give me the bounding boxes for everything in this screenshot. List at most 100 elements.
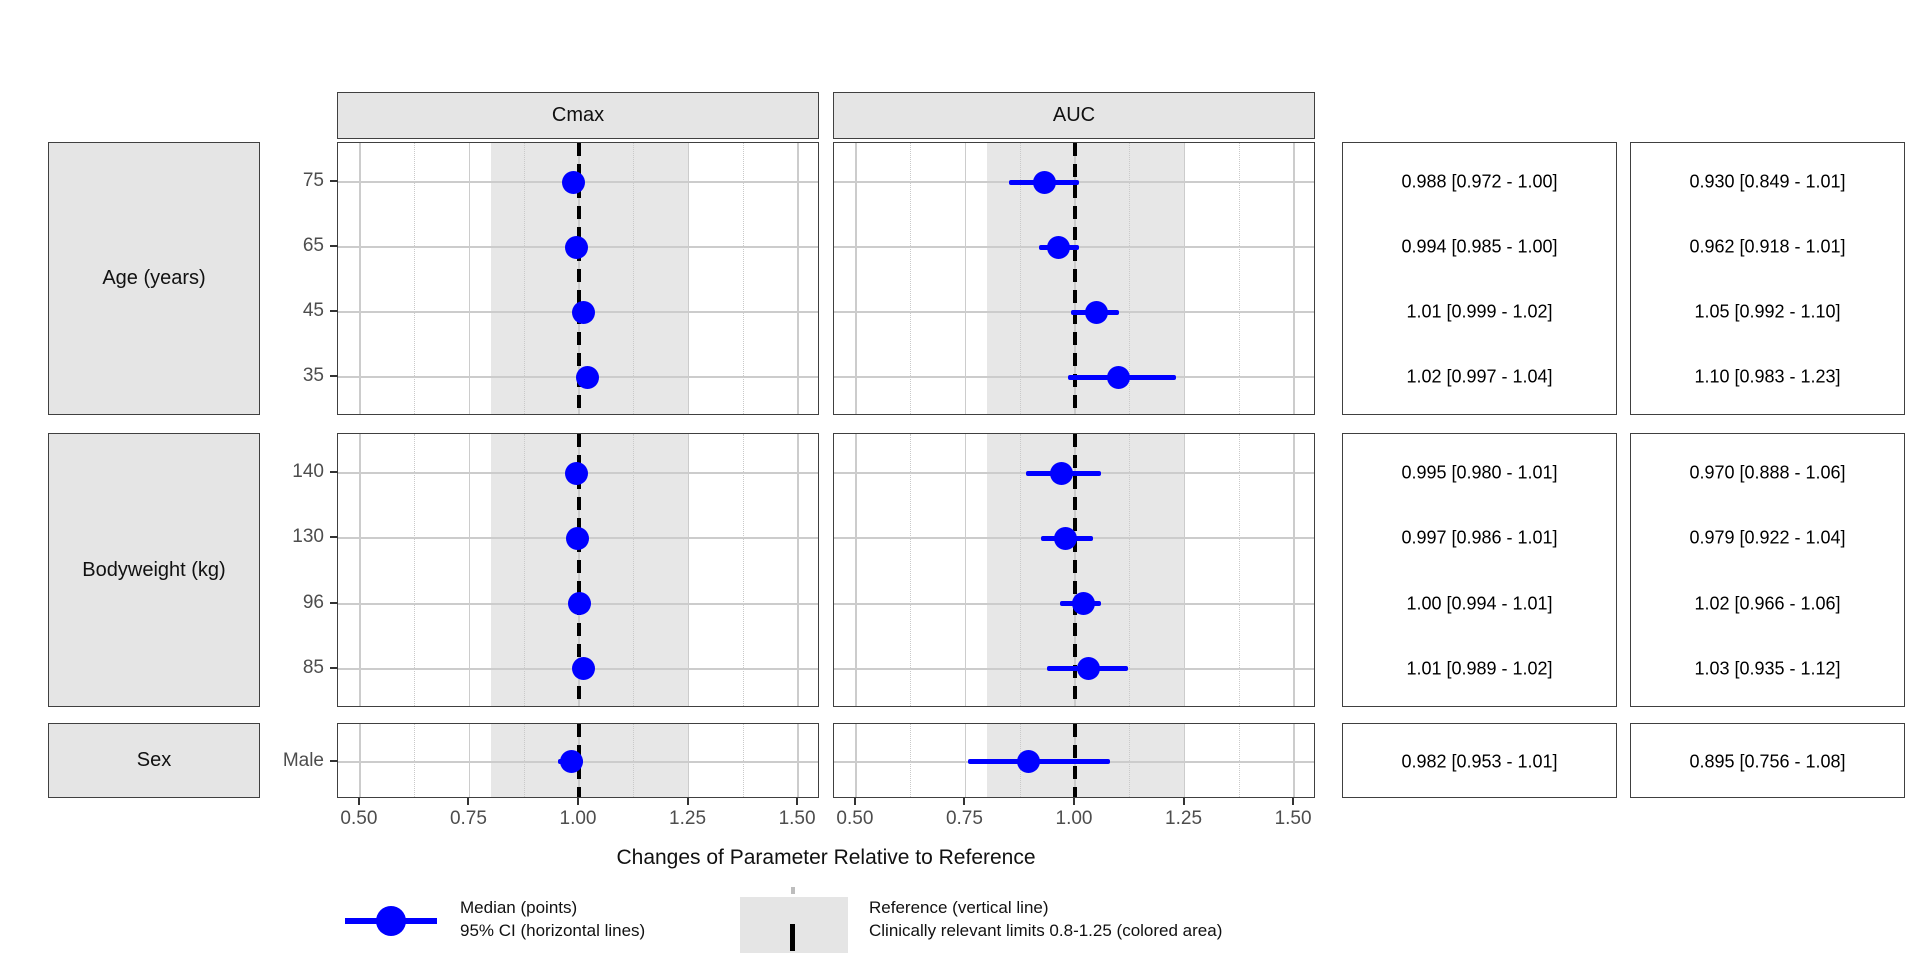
gridline-major: [855, 434, 857, 706]
gridline-minor: [1238, 434, 1240, 706]
reference-line: [1073, 143, 1077, 414]
facet-row-label-age: Age (years): [48, 142, 260, 415]
gridline-major: [797, 143, 799, 414]
y-tick-label: 85: [302, 656, 324, 678]
median-point: [1032, 170, 1056, 194]
median-point: [559, 750, 583, 773]
y-tick-mark: [330, 666, 338, 669]
facet-col-header-auc-text: AUC: [1052, 104, 1096, 126]
gridline-minor: [633, 434, 635, 706]
median-point: [564, 235, 588, 259]
panel-sex-auc: [833, 723, 1315, 798]
gridline-major: [687, 143, 690, 414]
value-text: 1.00 [0.994 - 1.01]: [1406, 593, 1553, 614]
gridline-minor: [414, 434, 416, 706]
facet-col-header-auc: AUC: [833, 92, 1315, 139]
median-point: [1017, 750, 1041, 773]
x-tick-label: 1.25: [1165, 808, 1203, 829]
value-text: 0.995 [0.980 - 1.01]: [1401, 462, 1558, 483]
median-point: [1085, 300, 1109, 324]
median-point: [1046, 235, 1070, 259]
x-tick-label: 0.50: [340, 808, 378, 829]
gridline-minor: [523, 143, 525, 414]
gridline-major: [468, 434, 471, 706]
x-tick-mark: [963, 798, 966, 805]
median-point: [1050, 461, 1074, 485]
x-tick-label: 1.25: [669, 808, 707, 829]
gridline-minor: [1019, 143, 1021, 414]
median-point: [1107, 365, 1131, 389]
gridline-major: [797, 434, 799, 706]
y-tick-mark: [330, 310, 338, 312]
gridline-major: [1183, 143, 1186, 414]
y-tick-mark: [330, 180, 338, 182]
gridline-major: [964, 143, 967, 414]
legend-reference-dash-top-icon: [791, 887, 795, 894]
value-text: 1.03 [0.935 - 1.12]: [1694, 658, 1841, 679]
value-box-cmax: 0.982 [0.953 - 1.01]: [1342, 723, 1617, 798]
x-tick-mark: [1182, 798, 1185, 805]
gridline-minor: [414, 143, 416, 414]
x-tick-label: 0.50: [836, 808, 874, 829]
y-tick-mark: [330, 759, 338, 762]
value-text: 0.930 [0.849 - 1.01]: [1689, 171, 1846, 192]
gridline-minor: [523, 434, 525, 706]
x-tick-mark: [1073, 798, 1075, 805]
median-point: [571, 657, 595, 681]
reference-line: [577, 143, 581, 414]
median-point: [571, 300, 595, 324]
value-box-auc: 0.970 [0.888 - 1.06] 0.979 [0.922 - 1.04]…: [1630, 433, 1905, 707]
facet-col-header-cmax: Cmax: [337, 92, 819, 139]
gridline-major: [359, 434, 361, 706]
y-tick-label: 130: [292, 526, 324, 548]
legend-reference-dash-icon: [790, 924, 795, 951]
gridline-minor: [910, 143, 912, 414]
panel-age-years--cmax: [337, 142, 819, 415]
x-tick-label: 1.50: [778, 808, 816, 829]
value-text: 0.994 [0.985 - 1.00]: [1401, 236, 1558, 257]
value-box-cmax: 0.988 [0.972 - 1.00] 0.994 [0.985 - 1.00]…: [1342, 142, 1617, 415]
gridline-major: [1183, 434, 1186, 706]
y-tick-label: 45: [302, 300, 324, 321]
gridline-major: [359, 143, 361, 414]
median-point: [566, 526, 590, 550]
median-point: [1076, 657, 1100, 681]
y-tick-label: Male: [282, 749, 324, 771]
reference-line: [577, 434, 581, 706]
value-text: 0.988 [0.972 - 1.00]: [1401, 171, 1558, 192]
gridline-minor: [1019, 434, 1021, 706]
panel-bodyweight-kg--cmax: [337, 433, 819, 707]
gridline-major: [1293, 434, 1295, 706]
x-tick-mark: [577, 798, 579, 805]
value-box-cmax: 0.995 [0.980 - 1.01] 0.997 [0.986 - 1.01]…: [1342, 433, 1617, 707]
value-text: 1.02 [0.966 - 1.06]: [1694, 593, 1841, 614]
y-tick-label: 140: [292, 461, 324, 483]
x-axis-title: Changes of Parameter Relative to Referen…: [616, 846, 1036, 869]
value-text: 0.970 [0.888 - 1.06]: [1689, 462, 1846, 483]
y-tick-label: 75: [302, 170, 324, 191]
y-tick-label: 65: [302, 235, 324, 256]
gridline-minor: [1129, 434, 1131, 706]
x-tick-label: 1.00: [1055, 808, 1093, 829]
value-text: 0.982 [0.953 - 1.01]: [1401, 751, 1558, 771]
x-tick-label: 1.00: [559, 808, 597, 829]
median-point: [1072, 592, 1096, 616]
x-tick-label: 0.75: [449, 808, 487, 829]
legend-median-point-icon: [376, 906, 406, 936]
value-text: 0.979 [0.922 - 1.04]: [1689, 527, 1846, 548]
x-tick-label: 1.50: [1274, 808, 1312, 829]
y-tick-mark: [330, 471, 338, 474]
x-tick-mark: [467, 798, 470, 805]
value-text: 0.997 [0.986 - 1.01]: [1401, 527, 1558, 548]
y-tick-mark: [330, 601, 338, 604]
legend-reference-label-line1: Reference (vertical line): [869, 898, 1049, 917]
value-box-auc: 0.930 [0.849 - 1.01] 0.962 [0.918 - 1.01]…: [1630, 142, 1905, 415]
median-point: [562, 170, 586, 194]
value-text: 1.02 [0.997 - 1.04]: [1406, 366, 1553, 387]
facet-row-label-sex-text: Sex: [136, 749, 172, 771]
facet-col-header-cmax-text: Cmax: [551, 104, 605, 126]
x-tick-mark: [796, 798, 799, 805]
gridline-minor: [633, 143, 635, 414]
reference-line: [1073, 434, 1077, 706]
